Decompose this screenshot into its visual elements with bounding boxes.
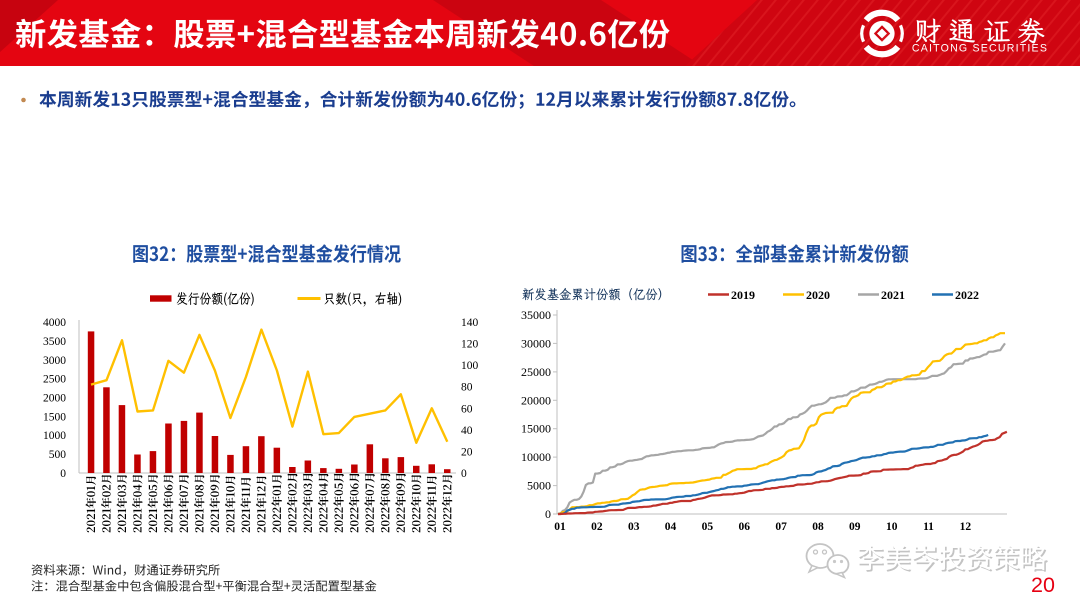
svg-text:2000: 2000: [43, 393, 66, 405]
svg-text:140: 140: [461, 317, 479, 329]
svg-text:500: 500: [49, 449, 67, 461]
svg-text:10: 10: [886, 521, 898, 533]
svg-text:20: 20: [1031, 573, 1055, 597]
svg-text:40: 40: [461, 425, 473, 437]
svg-text:60: 60: [461, 403, 473, 415]
svg-text:11: 11: [923, 521, 934, 533]
svg-text:15000: 15000: [521, 422, 551, 436]
svg-text:5000: 5000: [527, 479, 551, 493]
svg-text:01: 01: [554, 521, 566, 533]
svg-text:120: 120: [461, 339, 479, 351]
svg-text:08: 08: [812, 521, 824, 533]
svg-text:20: 20: [461, 446, 473, 458]
svg-text:20000: 20000: [521, 393, 551, 407]
svg-text:80: 80: [461, 382, 473, 394]
svg-text:CAITONG SECURITIES: CAITONG SECURITIES: [912, 43, 1048, 55]
svg-text:10000: 10000: [521, 450, 551, 464]
svg-text:2019: 2019: [731, 288, 755, 302]
svg-text:07: 07: [775, 521, 787, 533]
svg-text:2500: 2500: [43, 374, 66, 386]
svg-text:2021: 2021: [881, 288, 905, 302]
svg-text:1000: 1000: [43, 430, 66, 442]
svg-text:0: 0: [461, 468, 467, 480]
svg-text:35000: 35000: [521, 308, 551, 322]
svg-text:09: 09: [849, 521, 861, 533]
svg-text:1500: 1500: [43, 411, 66, 423]
svg-text:2022: 2022: [955, 288, 979, 302]
svg-text:05: 05: [702, 521, 714, 533]
svg-text:04: 04: [665, 521, 677, 533]
svg-text:0: 0: [545, 507, 551, 521]
svg-text:3500: 3500: [43, 336, 66, 348]
svg-text:03: 03: [628, 521, 640, 533]
svg-text:4000: 4000: [43, 317, 66, 329]
svg-text:02: 02: [591, 521, 603, 533]
svg-text:25000: 25000: [521, 365, 551, 379]
svg-text:100: 100: [461, 360, 479, 372]
svg-text:3000: 3000: [43, 355, 66, 367]
svg-text:0: 0: [60, 468, 66, 480]
svg-text:30000: 30000: [521, 336, 551, 350]
svg-text:2020: 2020: [806, 288, 830, 302]
svg-text:06: 06: [738, 521, 750, 533]
svg-text:12: 12: [960, 521, 972, 533]
